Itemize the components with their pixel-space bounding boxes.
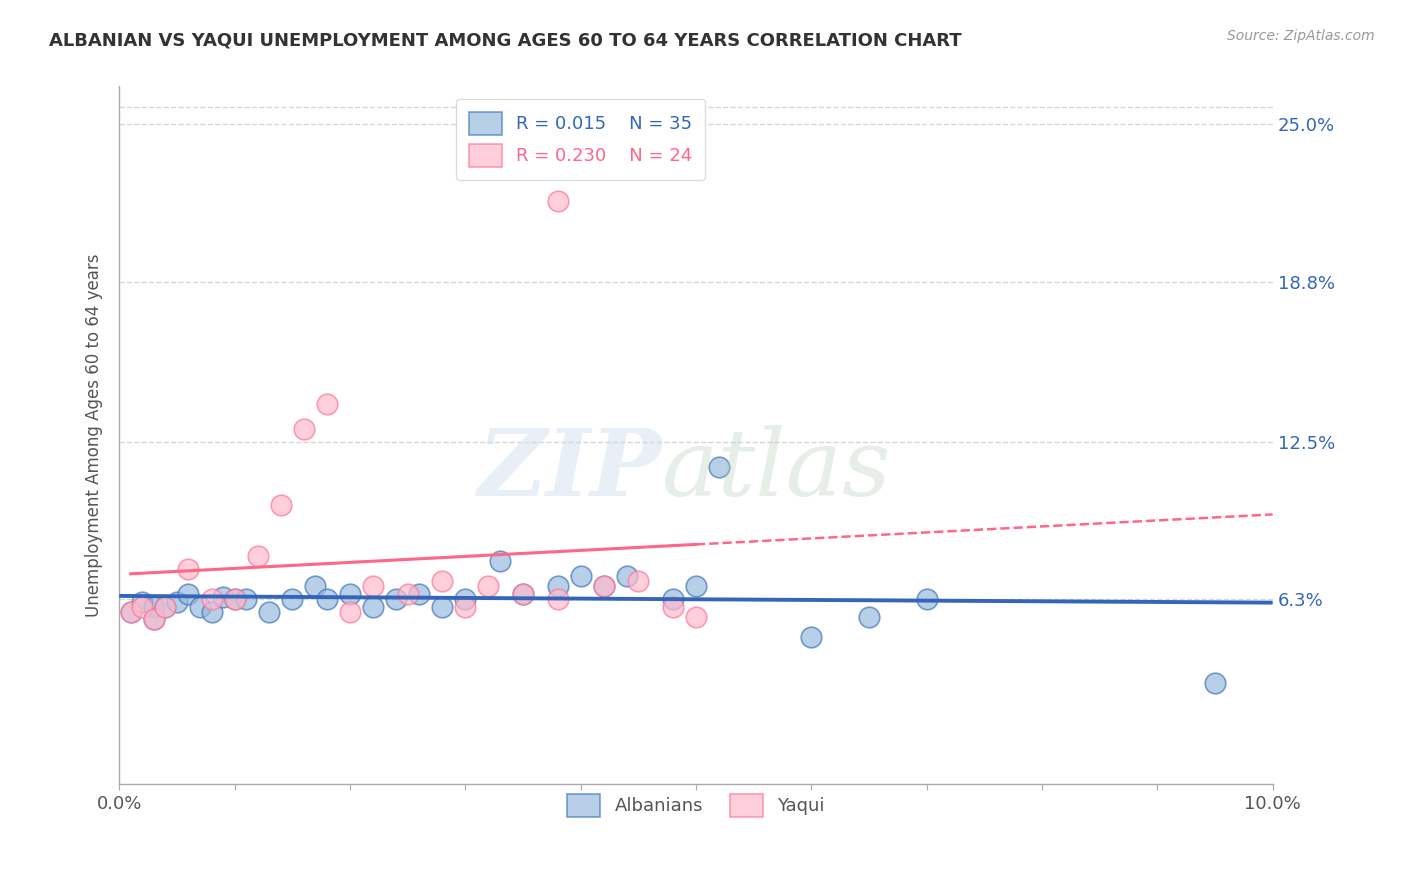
Point	[142, 612, 165, 626]
Point	[304, 579, 326, 593]
Point	[224, 592, 246, 607]
Point	[432, 574, 454, 589]
Point	[707, 460, 730, 475]
Point	[477, 579, 499, 593]
Point	[292, 422, 315, 436]
Text: atlas: atlas	[661, 425, 891, 516]
Point	[235, 592, 257, 607]
Point	[257, 605, 280, 619]
Point	[188, 599, 211, 614]
Point	[800, 630, 823, 644]
Point	[385, 592, 408, 607]
Point	[662, 599, 685, 614]
Text: Source: ZipAtlas.com: Source: ZipAtlas.com	[1227, 29, 1375, 43]
Point	[120, 605, 142, 619]
Point	[512, 587, 534, 601]
Point	[454, 599, 477, 614]
Point	[616, 569, 638, 583]
Point	[361, 579, 384, 593]
Point	[685, 579, 707, 593]
Point	[142, 612, 165, 626]
Point	[177, 562, 200, 576]
Point	[592, 579, 614, 593]
Point	[339, 605, 361, 619]
Y-axis label: Unemployment Among Ages 60 to 64 years: Unemployment Among Ages 60 to 64 years	[86, 253, 103, 617]
Point	[1204, 676, 1226, 690]
Point	[547, 579, 569, 593]
Point	[858, 610, 880, 624]
Point	[212, 590, 235, 604]
Point	[339, 587, 361, 601]
Point	[592, 579, 614, 593]
Point	[131, 595, 153, 609]
Point	[155, 599, 177, 614]
Point	[315, 397, 337, 411]
Point	[246, 549, 269, 563]
Point	[547, 194, 569, 208]
Point	[432, 599, 454, 614]
Point	[915, 592, 938, 607]
Point	[155, 599, 177, 614]
Point	[662, 592, 685, 607]
Point	[361, 599, 384, 614]
Point	[685, 610, 707, 624]
Point	[224, 592, 246, 607]
Point	[315, 592, 337, 607]
Point	[200, 605, 222, 619]
Point	[142, 599, 165, 614]
Point	[131, 599, 153, 614]
Point	[200, 592, 222, 607]
Text: ZIP: ZIP	[477, 425, 661, 516]
Point	[454, 592, 477, 607]
Point	[627, 574, 650, 589]
Point	[281, 592, 304, 607]
Point	[547, 592, 569, 607]
Point	[120, 605, 142, 619]
Point	[270, 498, 292, 512]
Text: ALBANIAN VS YAQUI UNEMPLOYMENT AMONG AGES 60 TO 64 YEARS CORRELATION CHART: ALBANIAN VS YAQUI UNEMPLOYMENT AMONG AGE…	[49, 31, 962, 49]
Point	[177, 587, 200, 601]
Legend: Albanians, Yaqui: Albanians, Yaqui	[560, 787, 832, 824]
Point	[396, 587, 419, 601]
Point	[569, 569, 592, 583]
Point	[489, 554, 512, 568]
Point	[166, 595, 188, 609]
Point	[512, 587, 534, 601]
Point	[408, 587, 430, 601]
